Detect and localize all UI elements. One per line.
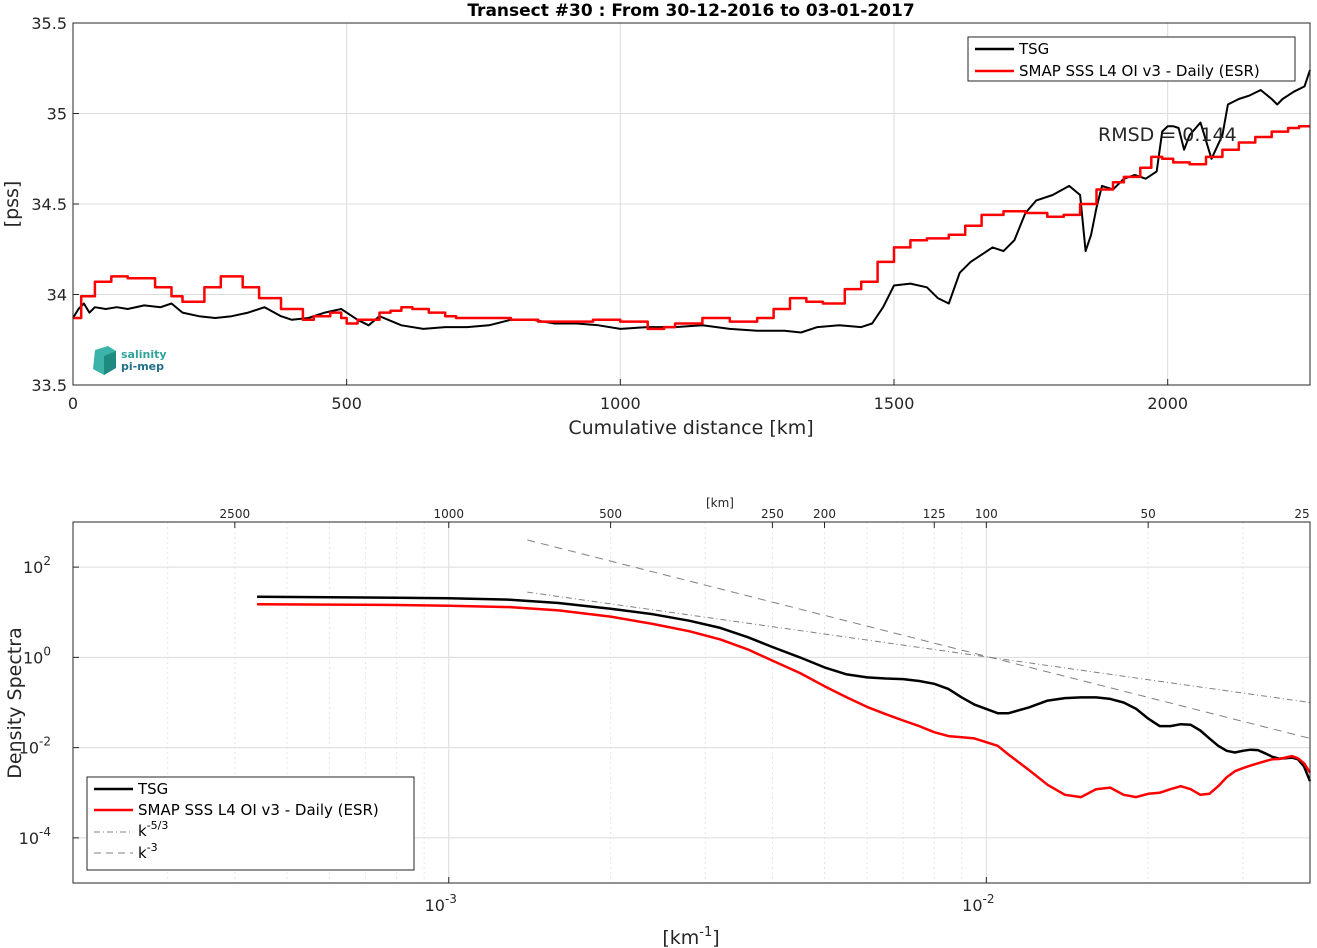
- rmsd-annotation: RMSD = 0.144: [1098, 124, 1237, 146]
- spectrum-line-smap: [257, 603, 1312, 799]
- top-km-tick-label: 50: [1141, 507, 1156, 521]
- bottom-x-tick-label: 10-3: [425, 892, 457, 915]
- top-y-tick-label: 35: [47, 105, 67, 124]
- spectrum-line-tsg: [257, 595, 1312, 782]
- top-legend-box: [967, 36, 1296, 82]
- top-km-tick-label: 125: [923, 507, 946, 521]
- top-km-tick-label: 25: [1294, 507, 1309, 521]
- bottom-y-tick-label: 10-4: [19, 825, 51, 848]
- top-x-tick-label: 1000: [600, 394, 641, 413]
- bottom-y-tick-label: 102: [23, 554, 51, 577]
- top-legend: TSG SMAP SSS L4 OI v3 - Daily (ESR): [967, 36, 1296, 82]
- top-series-lines: [72, 69, 1311, 334]
- top-y-tick-label: 34: [47, 286, 67, 305]
- bottom-series-lines: [257, 539, 1312, 799]
- top-km-tick-label: 500: [599, 507, 622, 521]
- top-x-tick-label: 0: [68, 394, 78, 413]
- bottom-y-axis-label: Density Spectra: [4, 627, 26, 778]
- top-x-tick-label: 1500: [874, 394, 915, 413]
- top-km-tick-label: 250: [761, 507, 784, 521]
- bottom-legend: TSG SMAP SSS L4 OI v3 - Daily (ESR) k-5/…: [86, 776, 415, 871]
- logo-text-pimep: pi-mep: [121, 360, 164, 373]
- bottom-legend-box: [86, 776, 415, 871]
- slope-line-k3: [527, 539, 1311, 739]
- salinity-transect-chart: Transect #30 : From 30-12-2016 to 03-01-…: [1, 1, 1311, 439]
- top-grid: [73, 23, 1310, 385]
- legend-label-smap-bottom: SMAP SSS L4 OI v3 - Daily (ESR): [138, 801, 379, 819]
- top-km-tick-label: 1000: [433, 507, 464, 521]
- logo-cube-shade: [104, 351, 116, 375]
- bottom-y-tick-label: 100: [23, 644, 51, 667]
- top-x-tick-label: 2000: [1147, 394, 1188, 413]
- top-x-tick-label: 500: [331, 394, 362, 413]
- top-axis-km-label: [km]: [706, 496, 734, 510]
- bottom-x-tick-label: 10-2: [962, 892, 994, 915]
- legend-label-tsg-bottom: TSG: [137, 780, 168, 798]
- top-km-tick-label: 100: [975, 507, 998, 521]
- top-y-tick-label: 33.5: [31, 376, 67, 395]
- logo-text-salinity: salinity: [121, 348, 167, 361]
- top-y-axis-label: [pss]: [1, 181, 23, 228]
- salinity-pi-mep-logo: salinity pi-mep: [93, 346, 167, 375]
- top-km-tick-label: 2500: [220, 507, 251, 521]
- legend-label-smap: SMAP SSS L4 OI v3 - Daily (ESR): [1019, 62, 1260, 80]
- series-line-tsg: [72, 69, 1311, 334]
- bottom-plot-frame: [72, 521, 1311, 884]
- top-x-ticks: 0 500 1000 1500 2000: [68, 379, 1188, 413]
- chart-title: Transect #30 : From 30-12-2016 to 03-01-…: [467, 1, 914, 21]
- bottom-top-km-ticks: 2500 1000 500 250 200 125 100 50 25: [220, 507, 1311, 528]
- top-y-ticks: 33.5 34 34.5 35 35.5: [31, 14, 79, 395]
- top-y-tick-label: 35.5: [31, 14, 67, 33]
- bottom-x-axis-label: [km-1]: [662, 925, 719, 948]
- series-line-smap: [73, 124, 1310, 331]
- slope-line-k53: [527, 591, 1311, 703]
- legend-label-tsg: TSG: [1018, 40, 1049, 58]
- top-x-axis-label: Cumulative distance [km]: [568, 417, 813, 439]
- top-km-tick-label: 200: [813, 507, 836, 521]
- top-y-tick-label: 34.5: [31, 195, 67, 214]
